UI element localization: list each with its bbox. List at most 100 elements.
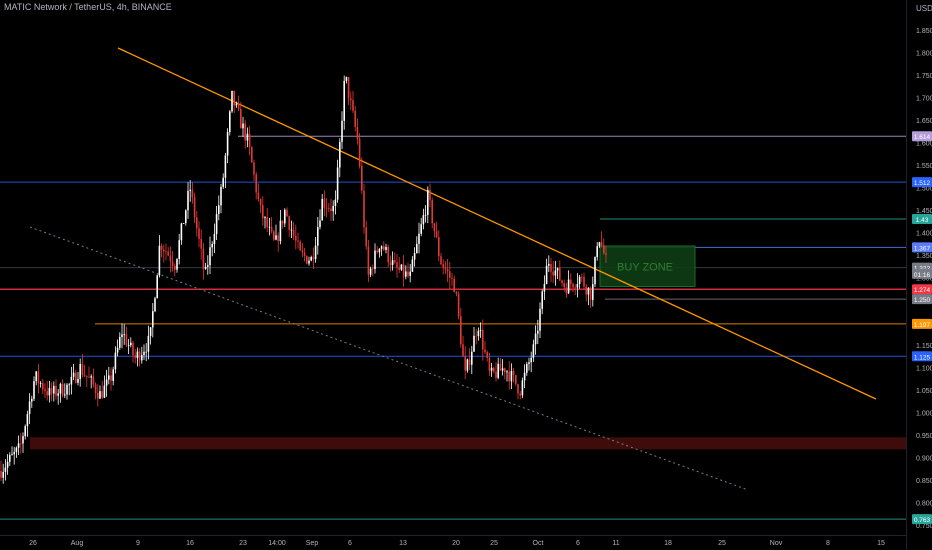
- candle-body: [576, 284, 579, 288]
- y-tick-label: 0.850: [916, 478, 932, 485]
- candle-body: [490, 367, 493, 371]
- candle-body: [28, 401, 31, 415]
- candle-body: [235, 103, 238, 106]
- candle-body: [158, 245, 161, 276]
- candle-body: [57, 393, 59, 396]
- candle-body: [55, 385, 57, 396]
- candle-body: [336, 167, 339, 200]
- candle-body: [292, 229, 295, 236]
- candle-body: [94, 384, 97, 393]
- x-tick-label: Nov: [770, 540, 783, 547]
- candle-body: [75, 372, 77, 383]
- candle-body: [290, 229, 293, 231]
- y-tick-label: 1.450: [916, 208, 932, 215]
- price-badge-label: 1.512: [914, 180, 931, 187]
- x-tick-label: Sep: [306, 540, 319, 547]
- candle-body: [453, 278, 455, 293]
- candle-body: [9, 454, 11, 462]
- candle-body: [523, 372, 526, 381]
- y-tick-label: 1.050: [916, 388, 932, 395]
- candle-body: [435, 231, 438, 238]
- x-tick-label: 14:00: [268, 540, 286, 547]
- candle-body: [303, 252, 306, 257]
- price-badge: [912, 177, 932, 188]
- candle-body: [301, 250, 304, 253]
- candle-body: [180, 223, 183, 241]
- candle-body: [405, 271, 407, 277]
- candle-body: [86, 375, 88, 377]
- x-tick-label: Aug: [71, 540, 84, 547]
- candle-body: [68, 384, 70, 386]
- candle-body: [134, 355, 136, 358]
- candle-body: [308, 260, 310, 264]
- candle-body: [176, 258, 178, 270]
- candle-body: [204, 266, 207, 269]
- candle-body: [220, 186, 222, 206]
- candle-body: [116, 347, 119, 353]
- candle-body: [215, 213, 218, 234]
- candle-body: [257, 192, 260, 199]
- candle-body: [323, 198, 326, 208]
- candle-body: [389, 262, 392, 265]
- candle-body: [345, 77, 348, 81]
- x-tick-label: Oct: [533, 540, 544, 547]
- candle-body: [367, 246, 370, 275]
- candle-body: [90, 376, 92, 378]
- x-tick-label: 13: [399, 540, 407, 547]
- candle-body: [554, 270, 557, 276]
- candle-body: [319, 220, 321, 228]
- candle-body: [233, 90, 235, 106]
- candle-body: [550, 263, 552, 272]
- candle-body: [277, 235, 279, 242]
- candle-body: [226, 132, 229, 156]
- candle-body: [259, 198, 262, 206]
- price-badge: [912, 294, 932, 305]
- candle-body: [273, 231, 275, 240]
- candle-body: [541, 291, 543, 309]
- candle-body: [477, 330, 480, 337]
- candle-body: [594, 257, 596, 285]
- candle-body: [484, 349, 486, 353]
- candle-body: [312, 256, 315, 260]
- candle-body: [528, 362, 530, 364]
- candle-body: [563, 283, 565, 288]
- candle-body: [42, 382, 44, 390]
- candle-body: [202, 248, 205, 269]
- candle-body: [356, 126, 359, 139]
- candle-body: [451, 277, 453, 279]
- candle-body: [218, 205, 220, 214]
- candle-body: [251, 147, 253, 163]
- candle-body: [369, 268, 372, 275]
- candle-body: [391, 260, 394, 265]
- candle-body: [196, 217, 198, 229]
- candle-body: [380, 246, 383, 249]
- support-band: [30, 437, 906, 450]
- candle-body: [572, 283, 574, 288]
- y-tick-label: 1.850: [916, 28, 932, 35]
- candle-body: [189, 189, 191, 192]
- candle-body: [314, 245, 317, 260]
- candle-body: [462, 344, 464, 357]
- candle-body: [123, 333, 125, 335]
- candle-body: [420, 224, 422, 234]
- candle-body: [429, 189, 431, 201]
- candle-body: [596, 246, 598, 258]
- candle-body: [559, 268, 561, 281]
- price-badge: [912, 318, 932, 329]
- candle-body: [105, 379, 108, 386]
- candle-body: [449, 271, 451, 278]
- resistance-trendline[interactable]: [117, 47, 877, 400]
- candle-body: [552, 271, 554, 276]
- candle-body: [556, 268, 559, 271]
- candle-body: [396, 262, 398, 268]
- x-tick-label: 8: [826, 540, 830, 547]
- candle-body: [59, 383, 62, 394]
- candle-body: [504, 368, 506, 373]
- candle-body: [325, 207, 328, 209]
- candle-body: [515, 375, 517, 385]
- buy-zone-box[interactable]: [599, 245, 696, 287]
- candle-body: [13, 452, 15, 455]
- candle-body: [534, 333, 537, 345]
- price-badge-label: 1.614: [914, 134, 931, 141]
